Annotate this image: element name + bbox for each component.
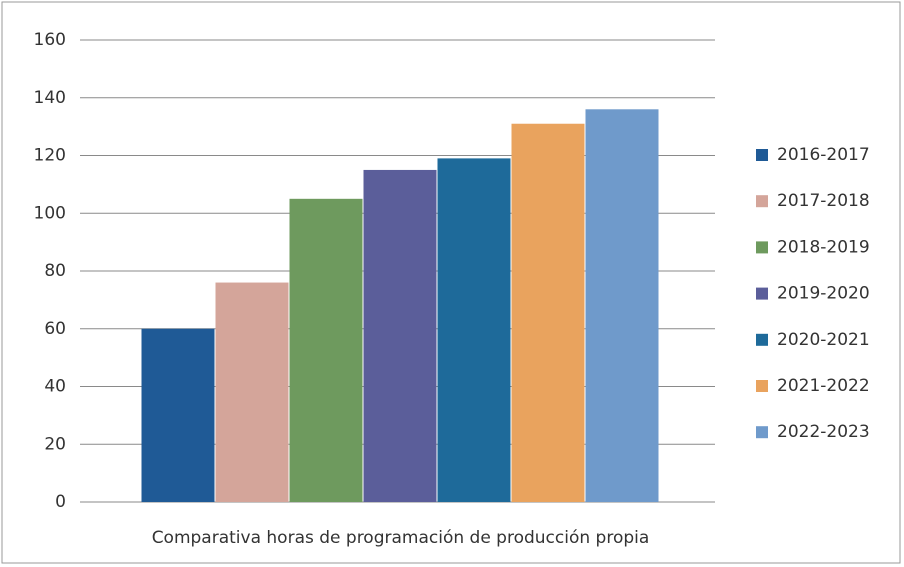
legend-label: 2021-2022 (777, 376, 870, 396)
legend-label: 2018-2019 (777, 237, 870, 257)
y-tick-label: 100 (34, 203, 66, 223)
bar (141, 328, 215, 502)
y-tick-label: 160 (34, 30, 66, 50)
y-tick-label: 0 (55, 492, 66, 512)
legend-label: 2016-2017 (777, 145, 870, 165)
legend-swatch (756, 380, 768, 392)
legend-label: 2017-2018 (777, 191, 870, 211)
y-tick-label: 120 (34, 146, 66, 166)
legend-swatch (756, 195, 768, 208)
bar (363, 169, 437, 502)
bar (437, 158, 511, 502)
legend-label: 2022-2023 (777, 422, 870, 442)
y-tick-label: 60 (44, 319, 66, 339)
y-tick-label: 20 (44, 434, 66, 454)
bar (585, 109, 659, 503)
x-tick-label: Comparativa horas de programación de pro… (152, 528, 650, 548)
y-tick-label: 40 (44, 377, 66, 397)
legend-swatch (756, 241, 768, 254)
legend-label: 2020-2021 (777, 330, 870, 350)
y-tick-label: 80 (44, 261, 66, 281)
legend-swatch (756, 333, 768, 346)
legend-swatch (756, 426, 768, 439)
legend-swatch (756, 149, 768, 161)
y-tick-label: 140 (34, 88, 66, 108)
bar (215, 282, 289, 502)
legend-label: 2019-2020 (777, 284, 870, 304)
bar (289, 198, 363, 502)
bar (511, 123, 585, 503)
legend-swatch (756, 287, 768, 300)
